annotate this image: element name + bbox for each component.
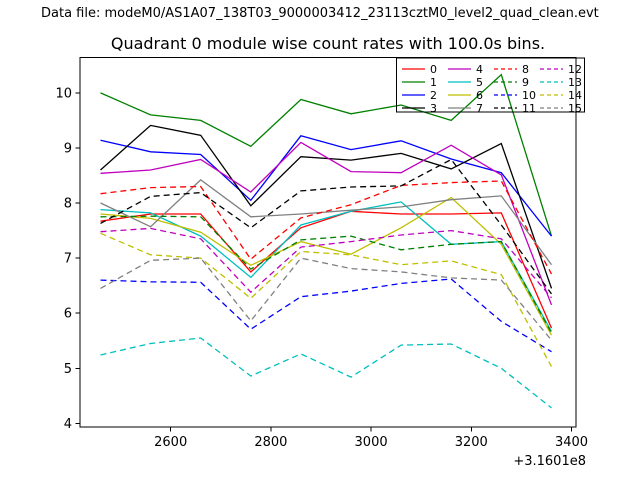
legend-label-9: 9 (522, 76, 529, 89)
x-tick-label: 3400 (555, 435, 588, 450)
legend-label-10: 10 (522, 89, 536, 102)
x-tick-label: 3000 (355, 435, 388, 450)
y-tick-label: 4 (64, 417, 72, 432)
x-tick-label: 2800 (254, 435, 287, 450)
y-tick-label: 8 (64, 197, 72, 212)
series-line-5 (100, 201, 553, 332)
plot-title: Quadrant 0 module wise count rates with … (110, 34, 546, 53)
series-line-12 (100, 227, 552, 299)
series-line-3 (100, 124, 553, 289)
y-tick-label: 5 (64, 362, 72, 377)
legend-label-4: 4 (476, 63, 483, 76)
legend-label-8: 8 (522, 63, 529, 76)
legend-label-7: 7 (476, 102, 483, 115)
series-line-2 (100, 135, 553, 237)
series-line-4 (100, 141, 553, 306)
series-line-14 (100, 232, 553, 367)
series-line-13 (100, 337, 552, 409)
legend-label-15: 15 (568, 102, 582, 115)
legend-label-11: 11 (522, 102, 536, 115)
y-tick-label: 7 (64, 252, 72, 267)
legend-label-6: 6 (476, 89, 483, 102)
x-tick-label: 2600 (154, 435, 187, 450)
series-line-11 (100, 158, 553, 295)
series-line-10 (100, 278, 552, 353)
legend-label-0: 0 (430, 63, 437, 76)
legend-label-3: 3 (430, 102, 437, 115)
series-line-1 (100, 73, 553, 237)
x-axis-offset-label: +3.1601e8 (513, 454, 586, 469)
legend-label-5: 5 (476, 76, 483, 89)
y-tick-label: 10 (55, 86, 72, 101)
x-tick-label: 3200 (455, 435, 488, 450)
series-line-7 (100, 179, 553, 266)
series-line-15 (100, 257, 552, 341)
data-file-label: Data file: modeM0/AS1A07_138T03_90000034… (41, 6, 599, 21)
series-line-8 (100, 180, 553, 275)
y-tick-label: 9 (64, 141, 72, 156)
legend-box (396, 57, 585, 113)
axes-frame (79, 57, 577, 428)
series-line-9 (100, 215, 553, 334)
series-line-6 (100, 196, 553, 336)
legend-label-1: 1 (430, 76, 437, 89)
series-line-0 (100, 210, 553, 329)
y-tick-label: 6 (64, 307, 72, 322)
legend-label-12: 12 (568, 63, 582, 76)
legend-label-13: 13 (568, 76, 582, 89)
legend-label-14: 14 (568, 89, 582, 102)
legend-label-2: 2 (430, 89, 437, 102)
